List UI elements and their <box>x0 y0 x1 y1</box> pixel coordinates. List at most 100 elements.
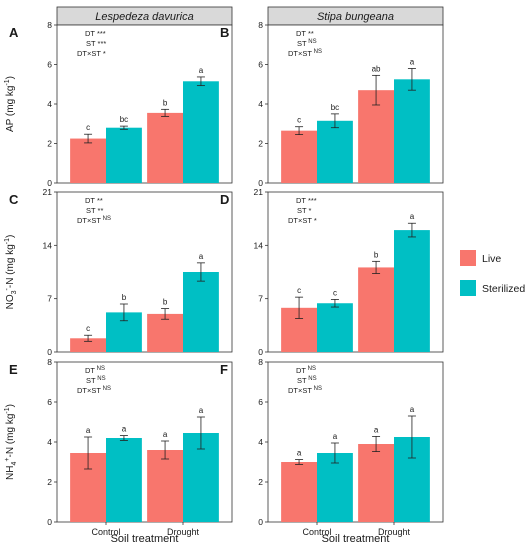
significance-letter: c <box>86 123 90 132</box>
significance-letter: a <box>163 430 168 439</box>
significance-letter: a <box>86 426 91 435</box>
stat-annotation: DT *** <box>85 29 106 38</box>
y-tick-label: 6 <box>47 397 52 407</box>
stat-significance: NS <box>96 376 106 382</box>
stat-significance: ** <box>95 196 103 205</box>
stat-annotation: DT×ST NS <box>77 386 111 395</box>
significance-letter: a <box>410 57 415 66</box>
stat-annotation: DT NS <box>296 366 316 375</box>
stat-factor: DT <box>85 366 95 375</box>
stat-significance: ** <box>306 29 314 38</box>
y-axis-title: AP (mg kg-1) <box>4 76 16 132</box>
stat-annotation: DT *** <box>296 196 317 205</box>
bar-live <box>147 313 183 352</box>
y-tick-label: 2 <box>258 477 263 487</box>
panel-letter: D <box>220 192 229 207</box>
stat-significance: NS <box>312 386 322 392</box>
y-axis-title: NO3--N (mg kg-1) <box>4 235 18 310</box>
y-tick-label: 2 <box>258 139 263 149</box>
stat-annotation: DT NS <box>85 366 105 375</box>
y-title-sup: -1 <box>4 79 11 85</box>
significance-letter: a <box>199 406 204 415</box>
significance-letter: a <box>333 432 338 441</box>
y-tick-label: 14 <box>254 240 264 250</box>
x-tick-label: Control <box>302 527 331 537</box>
stat-significance: NS <box>306 366 316 372</box>
significance-letter: b <box>163 298 168 307</box>
stat-annotation: ST NS <box>297 39 317 48</box>
y-tick-label: 8 <box>258 20 263 30</box>
stat-factor: DT×ST <box>288 216 312 225</box>
stat-annotation: DT ** <box>296 29 314 38</box>
stat-annotation: DT ** <box>85 196 103 205</box>
y-title-part: ) <box>5 235 16 238</box>
y-title-part: AP (mg kg <box>5 86 16 133</box>
column-header-label: Stipa bungeana <box>317 11 394 23</box>
bar-live <box>358 444 394 522</box>
stat-factor: DT×ST <box>77 386 101 395</box>
x-tick-label: Drought <box>167 527 200 537</box>
stat-significance: NS <box>312 49 322 55</box>
y-tick-label: 14 <box>43 240 53 250</box>
bar-live <box>281 462 317 522</box>
y-tick-label: 8 <box>47 20 52 30</box>
y-tick-label: 4 <box>47 99 52 109</box>
y-tick-label: 7 <box>258 294 263 304</box>
panel-letter: F <box>220 362 228 377</box>
stat-factor: DT×ST <box>77 49 101 58</box>
column-header-label: Lespedeza davurica <box>95 11 193 23</box>
stat-factor: DT <box>296 29 306 38</box>
bar-sterilized <box>317 303 353 352</box>
significance-letter: a <box>199 252 204 261</box>
stat-factor: DT <box>296 196 306 205</box>
stat-factor: DT <box>296 366 306 375</box>
x-tick-label: Control <box>91 527 120 537</box>
stat-annotation: DT×ST * <box>77 49 106 58</box>
y-tick-label: 0 <box>47 178 52 188</box>
stat-factor: ST <box>86 39 96 48</box>
bar-live <box>147 450 183 522</box>
significance-letter: a <box>374 425 379 434</box>
stat-significance: * <box>312 216 317 225</box>
legend-label: Live <box>482 253 501 265</box>
stat-annotation: ST ** <box>86 206 103 215</box>
y-tick-label: 4 <box>47 437 52 447</box>
y-title-sup: + <box>4 458 11 462</box>
bar-sterilized <box>317 120 353 183</box>
bar-live <box>358 90 394 183</box>
stat-significance: NS <box>101 386 111 392</box>
stat-factor: DT×ST <box>288 49 312 58</box>
y-title-part: ) <box>5 404 16 407</box>
stat-significance: *** <box>95 39 106 48</box>
y-title-sup: -1 <box>4 238 11 244</box>
significance-letter: bc <box>331 103 339 112</box>
stat-annotation: DT×ST NS <box>77 216 111 225</box>
y-title-sub: 3 <box>11 290 18 294</box>
y-tick-label: 4 <box>258 437 263 447</box>
panel-letter: B <box>220 25 229 40</box>
stat-annotation: DT×ST NS <box>288 49 322 58</box>
significance-letter: ab <box>372 64 381 73</box>
stat-significance: NS <box>101 216 111 222</box>
y-tick-label: 6 <box>258 60 263 70</box>
bar-sterilized <box>394 230 430 352</box>
bar-live <box>281 130 317 183</box>
y-tick-label: 0 <box>258 347 263 357</box>
y-tick-label: 0 <box>258 517 263 527</box>
significance-letter: a <box>297 449 302 458</box>
stat-factor: DT <box>85 196 95 205</box>
stat-annotation: ST NS <box>86 376 106 385</box>
y-tick-label: 7 <box>47 294 52 304</box>
stat-significance: NS <box>95 366 105 372</box>
y-title-sup: - <box>4 287 11 290</box>
stat-significance: *** <box>95 29 106 38</box>
bar-sterilized <box>106 438 142 522</box>
significance-letter: c <box>333 288 337 297</box>
panel-letter: E <box>9 362 18 377</box>
stat-factor: ST <box>86 376 96 385</box>
bar-live <box>147 112 183 183</box>
significance-letter: c <box>297 286 301 295</box>
